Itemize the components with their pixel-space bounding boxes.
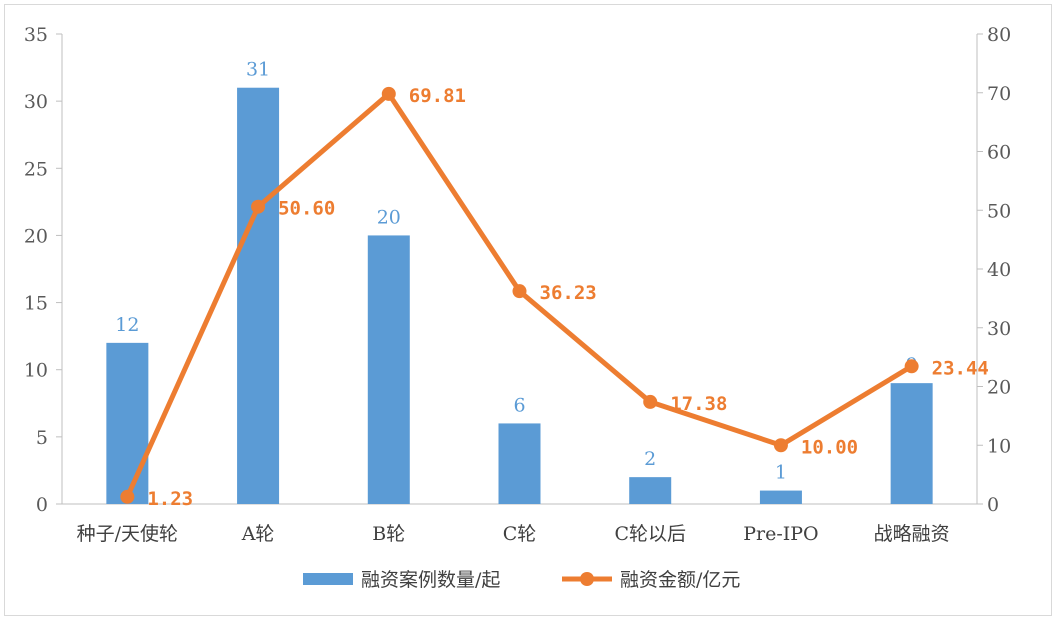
line-data-label: 36.23 [540,282,597,304]
left-tick-label: 10 [24,360,48,382]
legend-swatch-bar [303,573,353,585]
right-tick-label: 0 [987,494,999,516]
line-data-label: 10.00 [801,436,858,458]
line-series: 1.23 50.60 69.81 36.23 17.38 10.00 23.44 [120,85,989,510]
right-tick-label: 60 [987,142,1011,164]
left-tick-label: 30 [24,91,48,113]
bar-data-label: 2 [644,448,656,470]
bar-data-label: 20 [377,206,401,228]
bar [890,383,933,504]
bar [759,490,802,504]
bar-series: 1231206219 [106,59,933,504]
category-label: C轮 [503,523,537,545]
line-point [643,394,658,409]
bar [237,87,280,504]
right-tick-label: 70 [987,83,1011,105]
category-label: 战略融资 [874,523,950,545]
category-label: 种子/天使轮 [77,523,178,545]
right-tick-label: 80 [987,24,1011,46]
right-tick-label: 40 [987,259,1011,281]
right-tick-label: 10 [987,435,1011,457]
line-point [773,438,788,453]
left-tick-label: 25 [24,158,48,180]
line-data-label: 17.38 [670,393,727,415]
chart-frame [4,4,1052,616]
bar-data-label: 31 [246,59,270,81]
line-point [381,86,396,101]
bar [498,423,541,504]
bar-data-label: 12 [115,314,139,336]
category-label: A轮 [241,523,275,545]
line-point [512,284,527,299]
bar [367,235,410,504]
line-data-label: 1.23 [147,488,193,510]
legend-swatch-marker [580,572,594,586]
x-axis: 种子/天使轮 A轮 B轮 C轮 C轮以后 Pre-IPO 战略融资 [62,503,977,545]
legend: 融资案例数量/起 融资金额/亿元 [303,569,740,591]
bar-data-label: 6 [513,394,525,416]
left-tick-label: 0 [36,494,48,516]
right-tick-label: 50 [987,200,1011,222]
bar [106,342,149,504]
line-point [251,199,266,214]
category-label: C轮以后 [614,523,686,545]
category-label: Pre-IPO [743,523,818,545]
left-tick-label: 15 [24,293,48,315]
line-point [904,359,919,374]
legend-label-bar: 融资案例数量/起 [361,569,500,591]
line-data-label: 69.81 [409,85,466,107]
right-tick-label: 20 [987,377,1011,399]
left-tick-label: 20 [24,225,48,247]
legend-label-line: 融资金额/亿元 [620,569,740,591]
line-point [120,489,135,504]
right-y-axis: 0 10 20 30 40 50 60 70 80 [976,24,1011,516]
left-y-axis: 0 5 10 15 20 25 30 35 [24,24,63,516]
left-tick-label: 5 [36,427,48,449]
line-data-label: 50.60 [278,198,335,220]
left-tick-label: 35 [24,24,48,46]
line-data-label: 23.44 [932,357,989,379]
right-tick-label: 30 [987,318,1011,340]
bar [629,477,672,504]
category-label: B轮 [372,523,405,545]
bar-data-label: 1 [775,462,787,484]
